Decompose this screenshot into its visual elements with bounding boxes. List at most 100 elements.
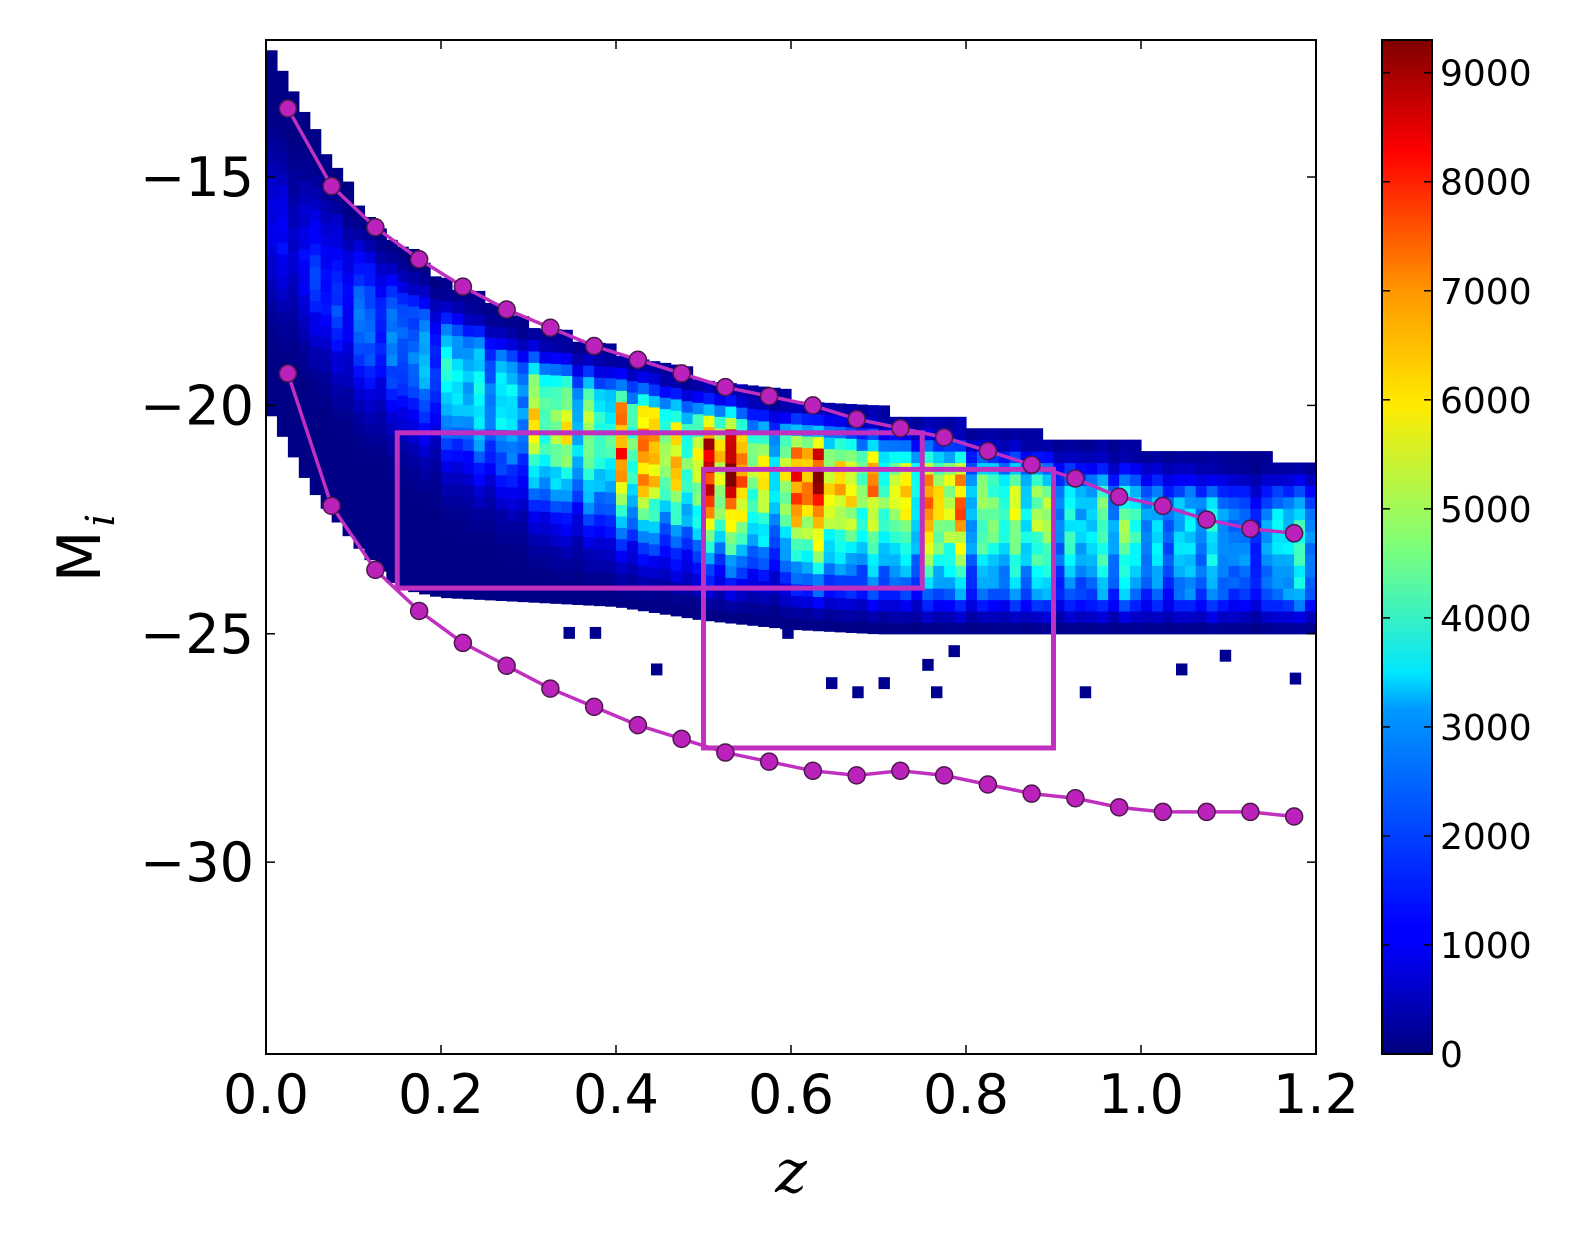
heatmap-cell xyxy=(801,515,814,528)
series-2-point xyxy=(584,697,604,717)
heatmap-cell xyxy=(561,432,573,445)
heatmap-cell xyxy=(1261,519,1273,532)
heatmap-cell xyxy=(1283,599,1295,612)
heatmap-cell xyxy=(1119,576,1131,589)
heatmap-cell xyxy=(353,319,366,332)
heatmap-cell xyxy=(331,327,344,340)
heatmap-cell xyxy=(681,606,694,619)
heatmap-cell xyxy=(594,377,606,390)
heatmap-cell xyxy=(616,481,628,494)
heatmap-cell xyxy=(845,518,858,531)
series-1-point xyxy=(716,377,735,397)
heatmap-cell xyxy=(266,312,278,325)
heatmap-cell xyxy=(594,571,606,584)
y-axis-label: Mi xyxy=(45,514,124,583)
heatmap-cell xyxy=(1075,462,1087,475)
heatmap-cell xyxy=(287,399,300,412)
heatmap-cell xyxy=(419,319,431,332)
heatmap-cell xyxy=(845,472,858,485)
heatmap-cell xyxy=(572,341,584,354)
heatmap-cell xyxy=(298,374,311,387)
heatmap-cell xyxy=(298,248,311,261)
heatmap-cell xyxy=(933,610,945,623)
heatmap-cell xyxy=(1053,588,1066,601)
heatmap-cell xyxy=(681,457,694,470)
heatmap-cell xyxy=(298,191,311,204)
heatmap-cell xyxy=(320,336,333,349)
heatmap-cell xyxy=(309,425,322,438)
heatmap-cell xyxy=(561,535,573,548)
series-1-point xyxy=(759,387,779,406)
heatmap-cell xyxy=(812,436,825,449)
heatmap-cell xyxy=(441,506,453,519)
heatmap-cell xyxy=(944,622,956,635)
heatmap-outlier-cell xyxy=(826,677,838,690)
heatmap-cell xyxy=(1195,599,1208,612)
heatmap-cell xyxy=(266,335,278,348)
heatmap-cell xyxy=(900,485,912,498)
heatmap-cell xyxy=(955,531,967,544)
heatmap-cell xyxy=(1020,439,1033,452)
heatmap-cell xyxy=(878,531,891,544)
heatmap-cell xyxy=(353,445,366,458)
heatmap-cell xyxy=(506,486,519,499)
heatmap-cell xyxy=(998,473,1011,486)
heatmap-cell xyxy=(397,269,409,282)
heatmap-cell xyxy=(889,553,901,566)
heatmap-cell xyxy=(1184,588,1197,601)
heatmap-cell xyxy=(878,553,891,566)
heatmap-cell xyxy=(867,610,880,623)
heatmap-cell xyxy=(572,376,584,389)
heatmap-cell xyxy=(1097,508,1109,521)
heatmap-cell xyxy=(419,456,431,469)
heatmap-cell xyxy=(736,578,748,591)
heatmap-cell xyxy=(1053,439,1066,452)
heatmap-cell xyxy=(900,439,912,452)
heatmap-cell xyxy=(528,339,541,352)
heatmap-cell xyxy=(364,365,376,378)
heatmap-cell xyxy=(911,531,923,544)
heatmap-cell xyxy=(495,451,508,464)
heatmap-cell xyxy=(517,338,530,351)
heatmap-cell xyxy=(791,423,803,436)
heatmap-cell xyxy=(375,365,387,378)
heatmap-cell xyxy=(801,413,814,426)
heatmap-cell xyxy=(845,403,858,416)
heatmap-cell xyxy=(823,459,836,472)
heatmap-cell xyxy=(1042,451,1055,464)
heatmap-cell xyxy=(266,198,278,211)
heatmap-cell xyxy=(637,507,650,520)
heatmap-cell xyxy=(1272,599,1284,612)
heatmap-cell xyxy=(944,439,956,452)
heatmap-cell xyxy=(287,285,300,298)
heatmap-cell xyxy=(1195,542,1208,555)
heatmap-cell xyxy=(966,542,978,555)
heatmap-cell xyxy=(1250,451,1262,464)
heatmap-cell xyxy=(309,300,322,313)
heatmap-cell xyxy=(769,513,781,526)
series-2-point xyxy=(978,775,998,794)
heatmap-cell xyxy=(933,553,945,566)
heatmap-cell xyxy=(856,450,869,463)
heatmap-cell xyxy=(287,433,300,446)
heatmap-cell xyxy=(495,337,508,350)
heatmap-cell xyxy=(266,210,278,223)
heatmap-cell xyxy=(353,308,366,321)
heatmap-cell xyxy=(692,402,705,415)
heatmap-cell xyxy=(484,360,497,373)
heatmap-cell xyxy=(528,545,541,558)
heatmap-cell xyxy=(331,202,344,215)
series-1-point xyxy=(584,336,604,356)
heatmap-cell xyxy=(966,565,978,578)
heatmap-cell xyxy=(626,540,639,553)
heatmap-cell xyxy=(987,508,1000,521)
heatmap-cell xyxy=(1075,519,1087,532)
heatmap-cell xyxy=(309,266,322,279)
heatmap-cell xyxy=(933,416,945,429)
heatmap-cell xyxy=(1042,599,1055,612)
heatmap-cell xyxy=(408,511,420,524)
heatmap-cell xyxy=(976,588,989,601)
heatmap-cell xyxy=(1261,496,1273,509)
heatmap-cell xyxy=(1217,576,1230,589)
heatmap-cell xyxy=(298,443,311,456)
